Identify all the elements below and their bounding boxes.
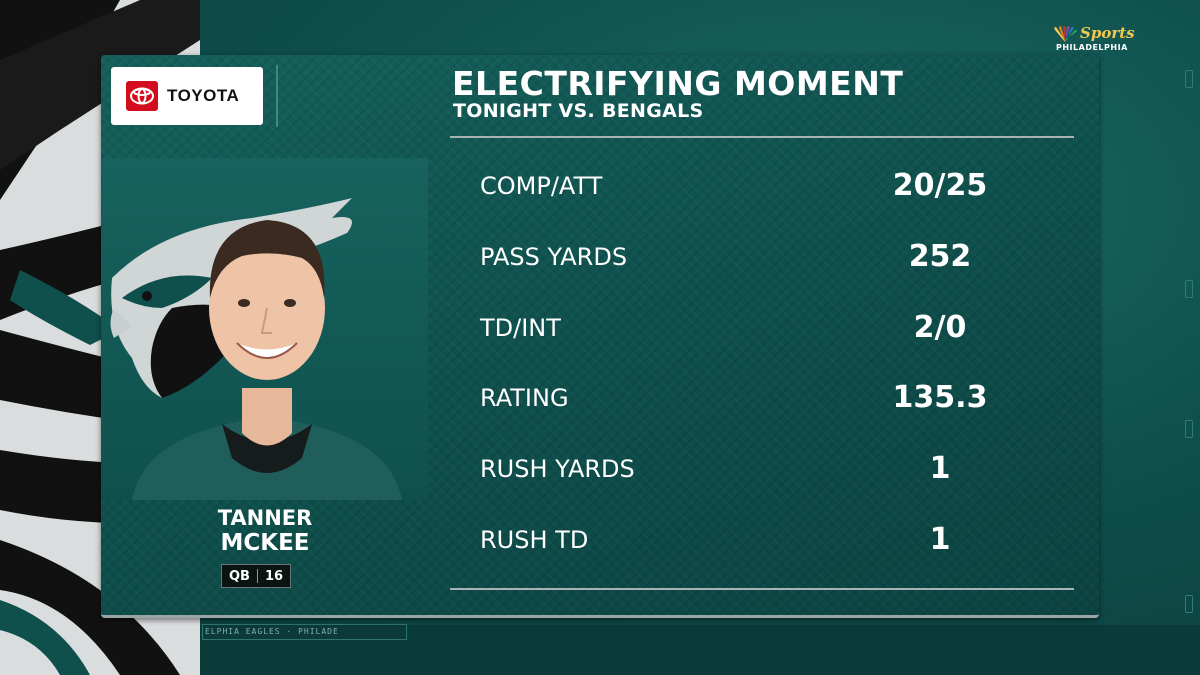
network-region: PHILADELPHIA xyxy=(1056,43,1128,52)
stat-value: 252 xyxy=(908,239,972,274)
right-edge-marks xyxy=(1185,70,1195,630)
peacock-icon xyxy=(1054,26,1077,42)
nbc-sports-philadelphia-logo: Sports PHILADELPHIA xyxy=(1052,24,1146,56)
position-number-tag: QB 16 xyxy=(221,564,292,588)
stat-row: RATING 135.3 xyxy=(480,378,1000,418)
stat-row: TD/INT 2/0 xyxy=(480,308,1000,348)
player-first-name: TANNER xyxy=(217,506,313,530)
player-headshot xyxy=(102,158,428,500)
stat-value: 135.3 xyxy=(892,380,988,415)
sponsor-divider xyxy=(276,65,278,127)
graphic-subtitle: TONIGHT VS. BENGALS xyxy=(453,100,704,122)
toyota-logo-icon xyxy=(126,81,158,111)
team-ticker: ELPHIA EAGLES · PHILADE xyxy=(205,627,339,636)
stat-label: PASS YARDS xyxy=(480,243,628,271)
sponsor-name: TOYOTA xyxy=(167,86,240,105)
player-number: 16 xyxy=(264,568,284,584)
stat-row: PASS YARDS 252 xyxy=(480,237,1000,277)
player-last-name: MCKEE xyxy=(220,530,310,556)
stat-value: 1 xyxy=(929,522,951,557)
sponsor-badge: TOYOTA xyxy=(111,67,263,125)
stat-label: TD/INT xyxy=(480,314,561,342)
header-divider xyxy=(450,136,1074,138)
stat-value: 20/25 xyxy=(892,168,988,203)
stat-value: 2/0 xyxy=(913,310,967,345)
network-brand: Sports xyxy=(1080,24,1135,42)
stat-row: RUSH TD 1 xyxy=(480,520,1000,560)
stat-value: 1 xyxy=(929,451,951,486)
stat-row: COMP/ATT 20/25 xyxy=(480,166,1000,206)
stat-label: RATING xyxy=(480,384,569,412)
stat-label: RUSH TD xyxy=(480,526,589,554)
ticker-box xyxy=(202,624,407,640)
stat-label: RUSH YARDS xyxy=(480,455,635,483)
tag-separator xyxy=(256,569,258,583)
stat-label: COMP/ATT xyxy=(480,172,603,200)
player-position: QB xyxy=(229,568,250,584)
stat-row: RUSH YARDS 1 xyxy=(480,449,1000,489)
footer-divider xyxy=(450,588,1074,590)
graphic-title: ELECTRIFYING MOMENT xyxy=(452,64,904,103)
player-figure xyxy=(132,220,402,500)
bottom-band xyxy=(200,625,1200,675)
